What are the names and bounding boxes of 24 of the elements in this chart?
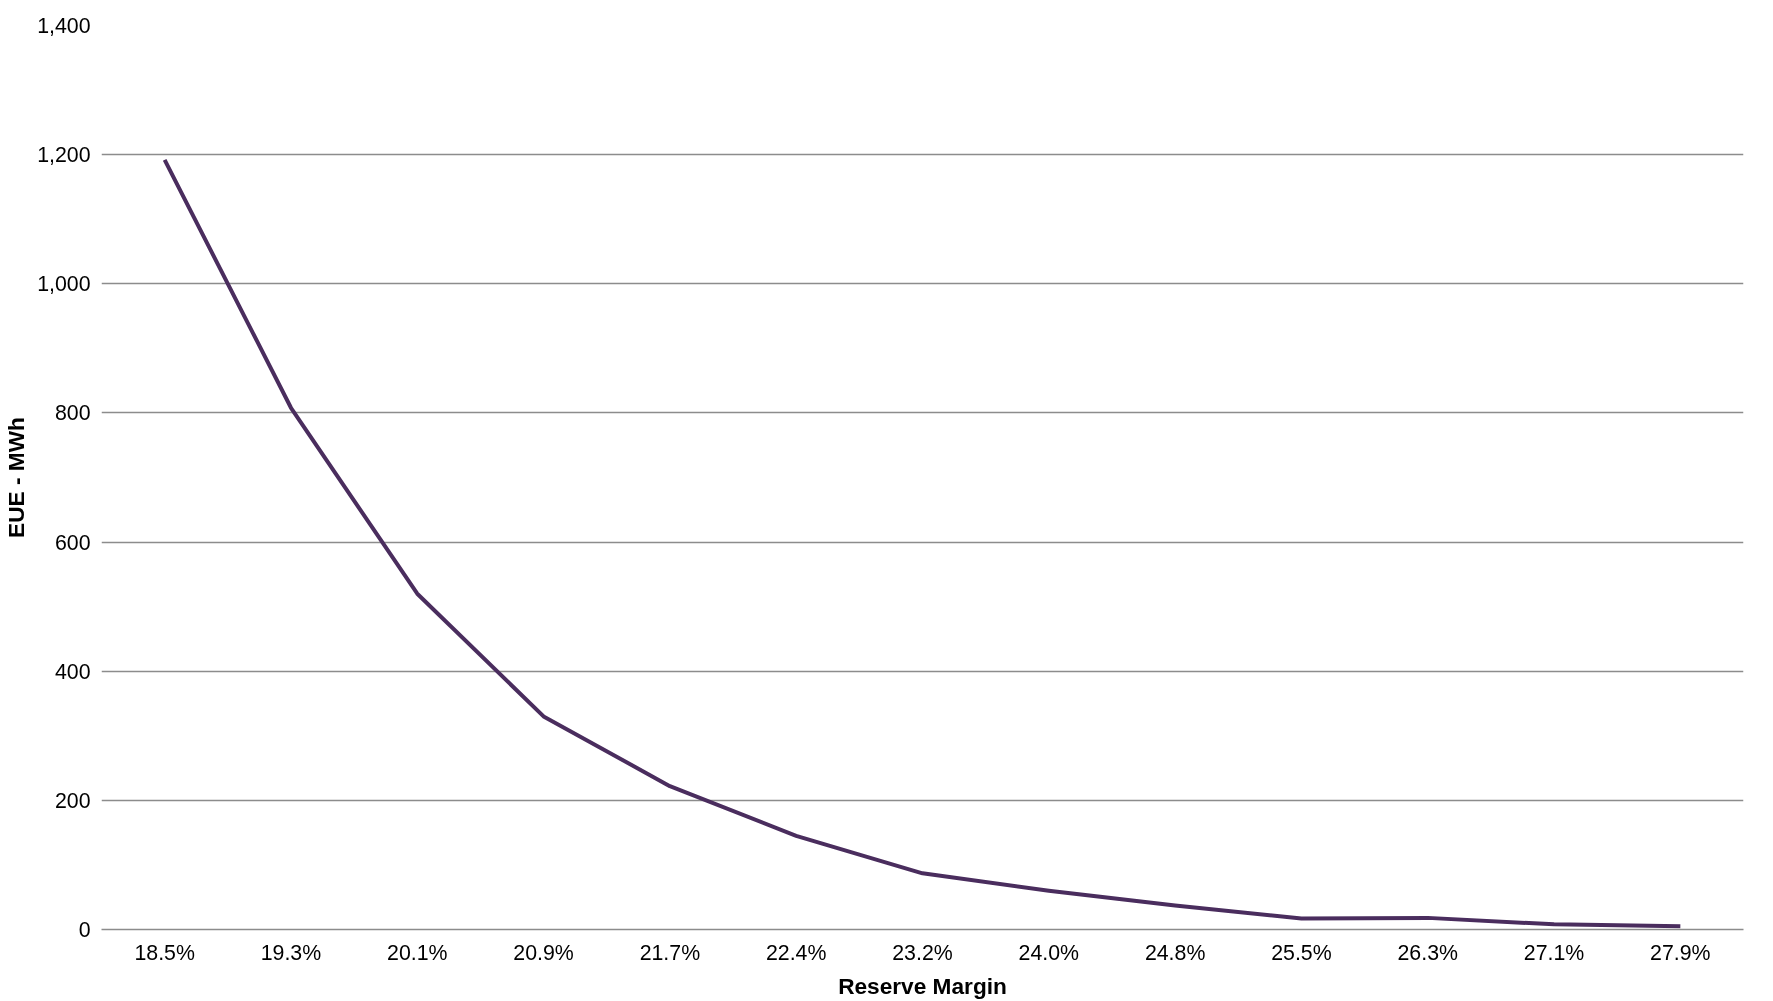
x-tick-label: 18.5% [134, 940, 195, 965]
y-axis-title: EUE - MWh [3, 417, 30, 538]
y-tick-label: 1,000 [37, 272, 91, 297]
y-tick-label: 0 [78, 918, 91, 942]
x-tick-label: 24.8% [1144, 940, 1206, 965]
x-tick-label: 20.1% [387, 940, 448, 965]
x-tick-label: 27.1% [1523, 940, 1585, 965]
y-tick-label: 600 [54, 530, 91, 555]
y-tick-label: 1,200 [37, 143, 91, 168]
x-tick-label: 22.4% [765, 940, 827, 965]
x-tick-label: 23.2% [892, 940, 953, 965]
x-axis-title: Reserve Margin [838, 972, 1007, 999]
y-tick-label: 200 [54, 788, 91, 813]
x-tick-label: 26.3% [1397, 940, 1458, 965]
x-tick-label: 20.9% [513, 940, 574, 965]
y-tick-label: 400 [54, 659, 91, 684]
line-series [162, 157, 1683, 929]
x-tick-label: 25.5% [1271, 940, 1332, 965]
x-tick-label: 21.7% [639, 940, 701, 965]
x-tick-label: 19.3% [260, 940, 322, 965]
x-tick-label: 27.9% [1650, 940, 1711, 965]
x-tick-label: 24.0% [1018, 940, 1080, 965]
y-tick-label: 1,400 [37, 14, 91, 38]
y-tick-label: 800 [54, 401, 91, 426]
